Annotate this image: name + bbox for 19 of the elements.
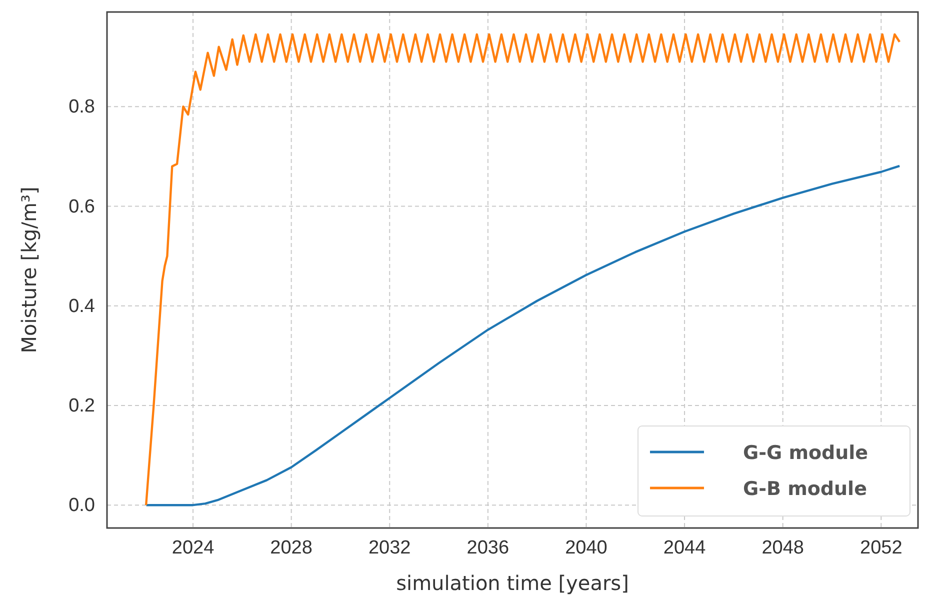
x-tick-label: 2052 (860, 537, 902, 558)
legend-label: G-B module (743, 478, 867, 500)
x-tick-label: 2028 (270, 537, 312, 558)
x-tick-label: 2036 (466, 537, 510, 558)
x-tick-label: 2044 (663, 537, 706, 558)
x-tick-label: 2032 (368, 537, 411, 558)
y-tick-label: 0.4 (68, 296, 96, 317)
x-tick-label: 2024 (172, 537, 215, 558)
y-tick-label: 0.2 (68, 396, 95, 417)
line-series (145, 164, 901, 506)
legend-label: G-G module (743, 442, 868, 464)
y-tick-label: 0.6 (68, 196, 95, 218)
x-tick-label: 2040 (565, 537, 608, 558)
y-tick-label: 0.8 (68, 96, 95, 118)
y-axis-title: Moisture [kg/m³] (17, 186, 41, 354)
x-tick-label: 2048 (762, 537, 804, 558)
line-series (144, 33, 901, 506)
x-axis-title: simulation time [years] (396, 571, 629, 595)
y-tick-label: 0.0 (68, 495, 95, 516)
